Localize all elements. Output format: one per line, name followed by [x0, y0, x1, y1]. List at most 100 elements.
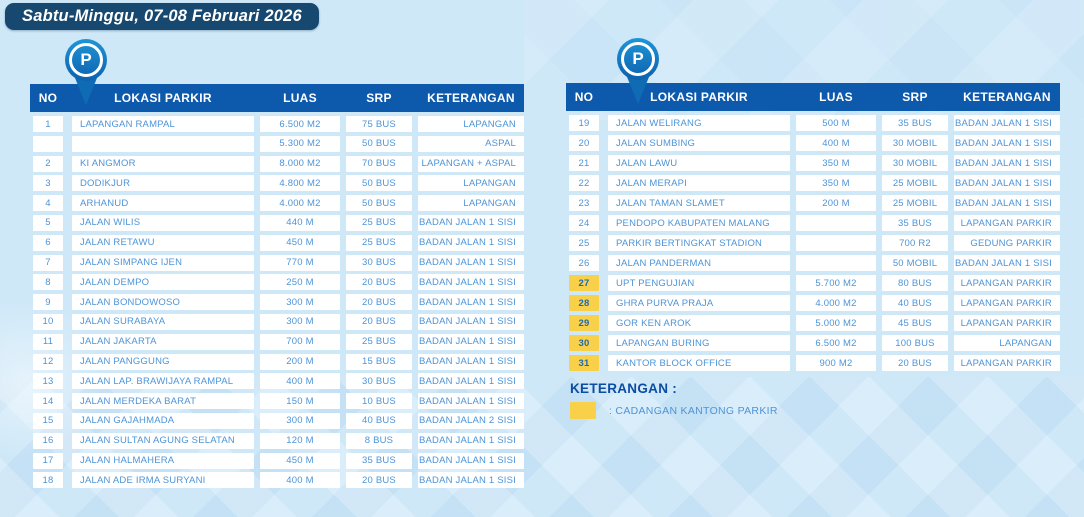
row-number: 21 [569, 155, 599, 171]
cell-lokasi-parkir: JALAN LAWU [608, 155, 790, 171]
cell-lokasi-parkir: JALAN PANGGUNG [72, 353, 254, 370]
cell-srp: 40 BUS [882, 295, 948, 311]
cell-srp: 50 MOBIL [882, 255, 948, 271]
row-number: 17 [33, 452, 63, 469]
cell-lokasi-parkir: JALAN PANDERMAN [608, 255, 790, 271]
row-number: 23 [569, 195, 599, 211]
cell-lokasi-parkir: UPT PENGUJIAN [608, 275, 790, 291]
cell-srp: 25 MOBIL [882, 195, 948, 211]
column-header-keterangan: KETERANGAN [963, 90, 1051, 104]
row-number: 1 [33, 116, 63, 132]
cell-srp: 30 MOBIL [882, 135, 948, 151]
row-number: 5 [33, 214, 63, 231]
parking-table-left: NO LOKASI PARKIR LUAS SRP KETERANGAN 1 LA… [30, 84, 524, 492]
cell-keterangan: BADAN JALAN 1 SISI [418, 472, 524, 489]
row-number: 8 [33, 274, 63, 291]
cell-lokasi-parkir: KI ANGMOR [72, 155, 254, 172]
row-number: 31 [569, 355, 599, 371]
table-row: 4 ARHANUD 4.000 M2 50 BUS LAPANGAN [30, 195, 524, 212]
table-row: 27 UPT PENGUJIAN 5.700 M2 80 BUS LAPANGAN PA… [566, 275, 1060, 291]
cell-luas: 450 M [260, 452, 340, 469]
cell-luas: 350 M [796, 155, 876, 171]
cell-luas: 250 M [260, 274, 340, 291]
cell-luas: 400 M [260, 373, 340, 390]
cell-lokasi-parkir: JALAN GAJAHMADA [72, 412, 254, 429]
cell-lokasi-parkir: LAPANGAN RAMPAL [72, 116, 254, 132]
table-row: 14 JALAN MERDEKA BARAT 150 M 10 BUS BADAN JA… [30, 393, 524, 410]
cell-srp: 50 BUS [346, 175, 412, 192]
table-row: 21 JALAN LAWU 350 M 30 MOBIL BADAN JALAN 1 S… [566, 155, 1060, 171]
cell-keterangan: LAPANGAN PARKIR [954, 295, 1060, 311]
table-row: 13 JALAN LAP. BRAWIJAYA RAMPAL 400 M 30 BUS… [30, 373, 524, 390]
cell-luas: 200 M [260, 353, 340, 370]
table-row: 25 PARKIR BERTINGKAT STADION 700 R2 GEDUNG … [566, 235, 1060, 251]
cell-srp: 30 BUS [346, 373, 412, 390]
cell-srp: 35 BUS [882, 215, 948, 231]
pin-head: P [65, 39, 107, 81]
cell-lokasi-parkir: JALAN ADE IRMA SURYANI [72, 472, 254, 489]
table-row: 1 LAPANGAN RAMPAL 6.500 M2 75 BUS LAPANGAN [30, 116, 524, 132]
cell-keterangan: BADAN JALAN 1 SISI [954, 175, 1060, 191]
column-header-srp: SRP [902, 90, 928, 104]
row-number: 20 [569, 135, 599, 151]
row-number: 2 [33, 155, 63, 172]
cell-keterangan: BADAN JALAN 1 SISI [418, 333, 524, 350]
row-number: 28 [569, 295, 599, 311]
table-row: 24 PENDOPO KABUPATEN MALANG 35 BUS LAPANGAN… [566, 215, 1060, 231]
cell-srp: 20 BUS [346, 313, 412, 330]
cell-luas: 770 M [260, 254, 340, 271]
cell-srp: 35 BUS [346, 452, 412, 469]
cell-keterangan: LAPANGAN PARKIR [954, 315, 1060, 331]
row-number: 4 [33, 195, 63, 212]
cell-luas: 150 M [260, 393, 340, 410]
cell-srp: 35 BUS [882, 115, 948, 131]
cell-srp: 20 BUS [346, 472, 412, 489]
cell-srp: 75 BUS [346, 116, 412, 132]
cell-keterangan: LAPANGAN [418, 116, 524, 132]
cell-srp: 20 BUS [346, 274, 412, 291]
row-number: 16 [33, 432, 63, 449]
table-row: 17 JALAN HALMAHERA 450 M 35 BUS BADAN JALAN … [30, 452, 524, 469]
cell-lokasi-parkir: DODIKJUR [72, 175, 254, 192]
table-row: 5 JALAN WILIS 440 M 25 BUS BADAN JALAN 1 SIS… [30, 214, 524, 231]
row-number: 7 [33, 254, 63, 271]
cell-lokasi-parkir: JALAN TAMAN SLAMET [608, 195, 790, 211]
cell-srp: 30 MOBIL [882, 155, 948, 171]
legend-title: KETERANGAN : [570, 381, 678, 396]
cell-srp: 50 BUS [346, 195, 412, 212]
table-row: 2 KI ANGMOR 8.000 M2 70 BUS LAPANGAN + ASPAL [30, 155, 524, 172]
table-row: 10 JALAN SURABAYA 300 M 20 BUS BADAN JALAN 1… [30, 313, 524, 330]
cell-luas: 300 M [260, 294, 340, 311]
cell-luas: 5.000 M2 [796, 315, 876, 331]
legend: KETERANGAN : : CADANGAN KANTONG PARKIR [570, 381, 778, 419]
column-header-luas: LUAS [283, 91, 317, 105]
cell-keterangan: GEDUNG PARKIR [954, 235, 1060, 251]
cell-lokasi-parkir: JALAN WILIS [72, 214, 254, 231]
row-number: 3 [33, 175, 63, 192]
table-row: 22 JALAN MERAPI 350 M 25 MOBIL BADAN JALAN 1… [566, 175, 1060, 191]
cell-srp: 80 BUS [882, 275, 948, 291]
row-number [33, 135, 63, 152]
cell-keterangan: BADAN JALAN 1 SISI [954, 195, 1060, 211]
cell-luas: 900 M2 [796, 355, 876, 371]
cell-lokasi-parkir: JALAN MERAPI [608, 175, 790, 191]
table-row: 20 JALAN SUMBING 400 M 30 MOBIL BADAN JALAN … [566, 135, 1060, 151]
table-row: 5.300 M2 50 BUS ASPAL [30, 135, 524, 152]
cell-luas [796, 235, 876, 251]
row-number: 11 [33, 333, 63, 350]
legend-item-label: : CADANGAN KANTONG PARKIR [609, 404, 778, 417]
cell-srp: 20 BUS [882, 355, 948, 371]
cell-keterangan: BADAN JALAN 1 SISI [418, 432, 524, 449]
cell-keterangan: ASPAL [418, 135, 524, 152]
table-row: 18 JALAN ADE IRMA SURYANI 400 M 20 BUS BADAN… [30, 472, 524, 489]
cell-lokasi-parkir: JALAN MERDEKA BARAT [72, 393, 254, 410]
cell-keterangan: LAPANGAN [418, 195, 524, 212]
cell-luas: 8.000 M2 [260, 155, 340, 172]
row-number: 14 [33, 393, 63, 410]
row-number: 10 [33, 313, 63, 330]
parking-table-right: NO LOKASI PARKIR LUAS SRP KETERANGAN 19 J… [566, 83, 1060, 375]
column-header-lokasi: LOKASI PARKIR [114, 91, 212, 105]
cell-luas: 300 M [260, 412, 340, 429]
row-number: 13 [33, 373, 63, 390]
cell-lokasi-parkir: JALAN SURABAYA [72, 313, 254, 330]
